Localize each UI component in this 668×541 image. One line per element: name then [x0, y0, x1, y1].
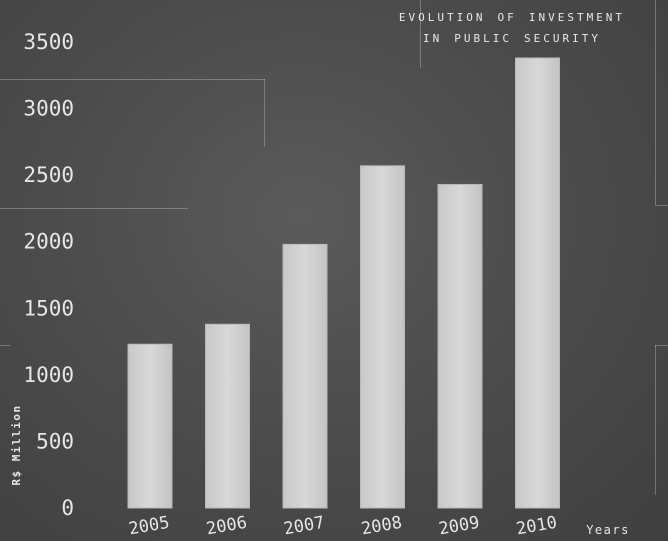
frame-line [0, 345, 10, 346]
frame-line [420, 0, 421, 68]
bar [437, 183, 483, 509]
frame-line [264, 79, 265, 147]
x-tick-label: 2009 [437, 513, 481, 540]
bar [205, 323, 250, 509]
bar [282, 243, 328, 509]
frame-line [655, 345, 656, 495]
frame-line [0, 208, 188, 209]
frame-line [655, 205, 668, 206]
bar [127, 343, 173, 509]
frame-line [655, 0, 656, 205]
y-tick-label: 0 [61, 496, 74, 520]
x-tick-label: 2007 [282, 513, 326, 540]
frame-line [655, 345, 668, 346]
y-tick-label: 500 [36, 429, 74, 453]
x-tick-label: 2008 [360, 513, 404, 540]
y-tick-label: 2000 [23, 230, 74, 254]
bar [360, 165, 405, 509]
y-tick-label: 3000 [23, 97, 74, 121]
y-tick-label: 2500 [23, 163, 74, 187]
y-tick-label: 3500 [23, 30, 74, 54]
x-tick-label: 2010 [515, 513, 559, 540]
frame-line [0, 79, 265, 80]
x-axis-label: Years [586, 523, 630, 537]
bar [515, 57, 560, 509]
y-axis-label: R$ Million [10, 404, 23, 485]
x-tick-label: 2005 [127, 513, 171, 540]
chart-title-line-1: Evolution of investment [398, 7, 626, 25]
x-tick-label: 2006 [205, 513, 249, 540]
y-tick-label: 1500 [23, 296, 74, 320]
y-tick-label: 1000 [23, 363, 74, 387]
